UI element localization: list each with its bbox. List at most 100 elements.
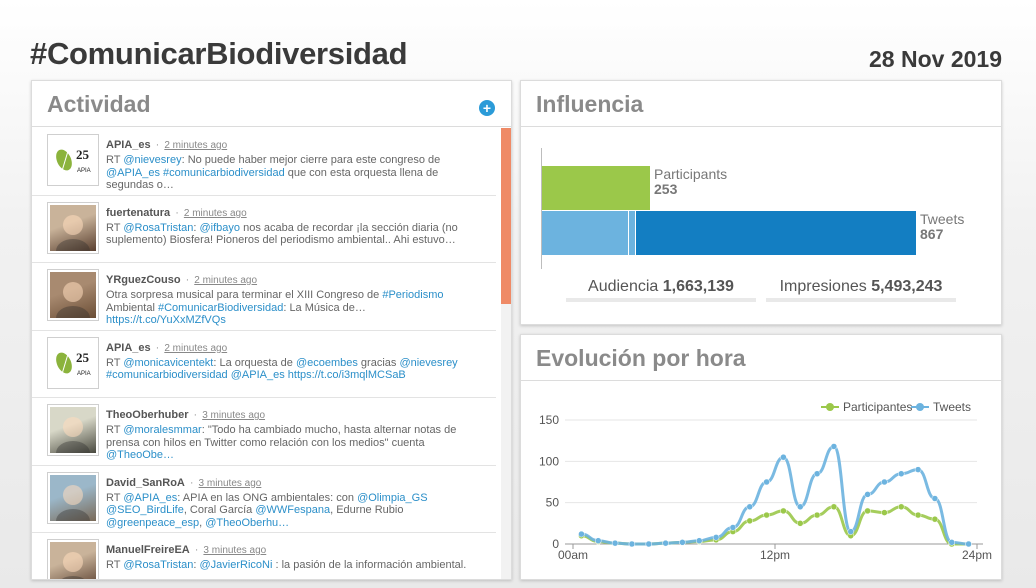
- tweet-text-segment: que con esta orquesta llena de segundas …: [106, 166, 439, 192]
- tweet-link[interactable]: @RosaTristan: [123, 559, 194, 571]
- user-avatar[interactable]: [47, 269, 99, 321]
- tweet-username[interactable]: APIA_es: [106, 139, 151, 151]
- data-point: [965, 540, 972, 548]
- tweet-link[interactable]: @APIA_es: [123, 491, 178, 504]
- tweet-header: fuertenatura · 2 minutes ago: [106, 207, 488, 220]
- data-point: [645, 540, 652, 548]
- tweet-item[interactable]: TheoOberhuber · 3 minutes ago RT @moralesmm…: [32, 398, 496, 466]
- tweet-header: YRguezCouso · 2 minutes ago: [106, 274, 488, 287]
- user-avatar[interactable]: [47, 201, 99, 254]
- tweet-link[interactable]: @TheoOberhu…: [205, 516, 290, 529]
- tweet-text-segment: : No puede haber mejor cierre para este …: [181, 154, 441, 166]
- participants-value: 253: [654, 181, 678, 197]
- user-avatar[interactable]: [47, 404, 99, 456]
- scrollbar-track[interactable]: [501, 128, 511, 579]
- tweet-link[interactable]: @SEO_BirdLife: [106, 504, 184, 516]
- apia-logo-avatar[interactable]: 25 APIA: [47, 134, 99, 186]
- data-point: [864, 491, 871, 498]
- tweet-item[interactable]: ManuelFreireEA · 3 minutes ago RT @RosaTris…: [32, 533, 496, 579]
- tweet-link[interactable]: @monicavicentekt: [123, 356, 214, 369]
- tweet-text: RT @monicavicentekt: La orquesta de @eco…: [106, 357, 488, 382]
- tweet-link[interactable]: @APIA_es: [230, 369, 285, 381]
- tweet-text-segment: , Edurne Rubio: [330, 504, 404, 516]
- tweet-link[interactable]: @APIA_es: [106, 166, 160, 179]
- tweet-link[interactable]: @nievesrey: [123, 154, 182, 166]
- tweet-link[interactable]: @TheoObe…: [106, 449, 175, 461]
- data-point: [662, 539, 669, 547]
- tweet-link[interactable]: @WWFespana: [255, 504, 331, 516]
- tweet-timestamp[interactable]: 3 minutes ago: [203, 545, 267, 556]
- tweet-username[interactable]: David_SanRoA: [106, 476, 185, 489]
- avatar-image: 25 APIA: [50, 137, 96, 183]
- tweets-label-text: Tweets: [920, 211, 965, 227]
- tweet-text-segment: : "Todo ha cambiado mucho, hasta alterna…: [106, 424, 457, 449]
- tweet-item[interactable]: fuertenatura · 2 minutes ago RT @RosaTrista…: [32, 196, 496, 263]
- tweet-link[interactable]: @Olimpia_GS: [357, 491, 428, 504]
- data-point: [847, 528, 854, 535]
- tweet-username[interactable]: ManuelFreireEA: [106, 544, 190, 556]
- tweet-link[interactable]: @RosaTristan: [123, 221, 194, 234]
- tweet-item[interactable]: David_SanRoA · 3 minutes ago RT @APIA_es: A…: [32, 466, 496, 533]
- tweet-timestamp[interactable]: 2 minutes ago: [164, 140, 228, 151]
- tweet-link[interactable]: @nievesrey: [399, 356, 458, 369]
- data-point: [914, 466, 922, 473]
- apia-logo-avatar[interactable]: 25 APIA: [47, 336, 99, 389]
- tweet-text: RT @moralesmmar: "Todo ha cambiado mucho…: [106, 424, 488, 462]
- separator-dot: ·: [193, 409, 198, 421]
- influence-title: Influencia: [521, 81, 1001, 127]
- tweet-link[interactable]: #ComunicarBiodiversidad: [157, 301, 284, 314]
- data-point: [931, 515, 939, 523]
- tweets-bar-mid[interactable]: [629, 211, 635, 255]
- tweet-link[interactable]: @ifbayo: [199, 221, 241, 234]
- tweet-timestamp[interactable]: 2 minutes ago: [183, 207, 247, 219]
- legend-label: Tweets: [933, 400, 971, 414]
- user-avatar[interactable]: [47, 539, 99, 579]
- avatar-image: [50, 474, 96, 521]
- tweet-link[interactable]: @JavierRicoNi: [199, 559, 273, 571]
- participants-bar[interactable]: [542, 166, 650, 210]
- tweet-header: APIA_es · 2 minutes ago: [106, 139, 488, 152]
- data-point: [914, 511, 922, 519]
- tweet-username[interactable]: fuertenatura: [106, 206, 171, 219]
- data-point: [830, 443, 838, 450]
- data-point: [948, 539, 955, 546]
- tweets-bar-light[interactable]: [542, 211, 628, 255]
- user-avatar[interactable]: [47, 471, 99, 524]
- svg-text:APIA: APIA: [77, 371, 91, 377]
- tweet-link[interactable]: https://t.co/YuXxMZfVQs: [106, 314, 226, 326]
- tweet-timestamp[interactable]: 2 minutes ago: [194, 275, 258, 286]
- tweet-link[interactable]: #comunicarbiodiversidad: [163, 166, 285, 179]
- tweets-bar-dark[interactable]: [636, 211, 916, 255]
- data-point: [881, 478, 888, 486]
- tweet-username[interactable]: APIA_es: [106, 341, 151, 354]
- tweet-link[interactable]: @ecoembes: [295, 356, 358, 369]
- tweet-header: APIA_es · 2 minutes ago: [106, 342, 488, 355]
- tweet-item[interactable]: 25 APIA APIA_es · 2 minutes ago RT @monicavic…: [32, 331, 496, 398]
- data-point: [696, 537, 703, 544]
- data-point: [578, 530, 585, 538]
- tweet-text-segment: : La orquesta de: [213, 356, 296, 369]
- tweet-link[interactable]: @moralesmmar: [123, 424, 202, 436]
- data-point: [611, 539, 619, 547]
- tweet-username[interactable]: TheoOberhuber: [106, 409, 189, 421]
- tweet-timestamp[interactable]: 3 minutes ago: [202, 410, 266, 421]
- tweet-item[interactable]: YRguezCouso · 2 minutes ago Otra sorpresa m…: [32, 263, 496, 331]
- tweet-timestamp[interactable]: 2 minutes ago: [164, 342, 228, 354]
- impresiones-metric: Impresiones 5,493,243: [766, 278, 956, 302]
- tweet-text: RT @nievesrey: No puede haber mejor cier…: [106, 154, 488, 192]
- plus-circle-icon[interactable]: +: [479, 100, 495, 116]
- avatar-image: [50, 272, 96, 318]
- scrollbar-thumb[interactable]: [501, 128, 511, 304]
- tweet-text-segment: :: [193, 559, 200, 571]
- tweet-link[interactable]: #comunicarbiodiversidad: [106, 369, 228, 381]
- tweet-username[interactable]: YRguezCouso: [106, 274, 181, 286]
- tweet-item[interactable]: 25 APIA APIA_es · 2 minutes ago RT @nievesrey…: [32, 128, 496, 196]
- tweet-link[interactable]: https://t.co/i3mqlMCSaB: [287, 369, 406, 381]
- tweet-link[interactable]: @greenpeace_esp: [106, 516, 200, 529]
- tweet-feed[interactable]: 25 APIA APIA_es · 2 minutes ago RT @nievesrey…: [32, 128, 496, 579]
- evolution-title: Evolución por hora: [521, 335, 1001, 381]
- participants-label-text: Participants: [654, 166, 728, 182]
- tweet-timestamp[interactable]: 3 minutes ago: [198, 477, 262, 489]
- tweet-header: David_SanRoA · 3 minutes ago: [106, 477, 488, 490]
- tweet-link[interactable]: #Periodismo: [382, 289, 444, 301]
